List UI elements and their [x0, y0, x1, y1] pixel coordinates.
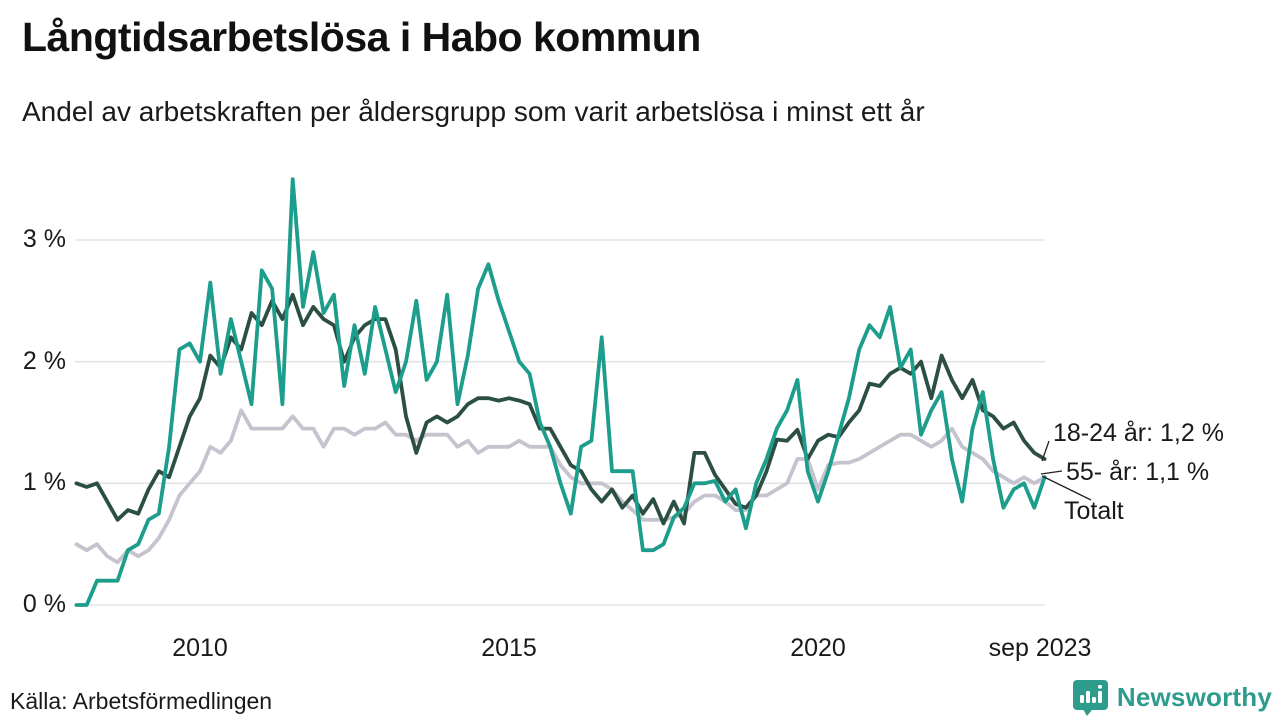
series-end-label-2: Totalt [1064, 497, 1124, 525]
brand-lockup: Newsworthy [1072, 679, 1272, 716]
x-tick-2020: 2020 [790, 634, 846, 662]
newsworthy-logo-icon [1072, 680, 1108, 716]
x-tick-2010: 2010 [172, 634, 228, 662]
leader-line-1 [1040, 470, 1063, 475]
source-caption: Källa: Arbetsförmedlingen [10, 688, 273, 714]
chart-title: Långtidsarbetslösa i Habo kommun [22, 14, 701, 60]
series-line-55-r [74, 177, 1047, 607]
x-tick-2015: 2015 [481, 634, 537, 662]
brand-name: Newsworthy [1116, 682, 1272, 712]
y-tick-1: 1 % [22, 468, 66, 497]
y-tick-2: 2 % [22, 346, 66, 375]
leader-line-2 [1041, 475, 1092, 501]
x-tick-sep-2023: sep 2023 [988, 634, 1092, 662]
chart-subtitle: Andel av arbetskraften per åldersgrupp s… [22, 96, 925, 127]
leader-line-0 [1041, 440, 1050, 462]
series-end-label-0: 18-24 år: 1,2 % [1053, 419, 1224, 447]
y-tick-3: 3 % [22, 224, 66, 253]
series-end-label-1: 55- år: 1,1 % [1066, 458, 1210, 486]
series-line-Totalt [74, 408, 1047, 565]
y-tick-0: 0 % [22, 590, 66, 618]
